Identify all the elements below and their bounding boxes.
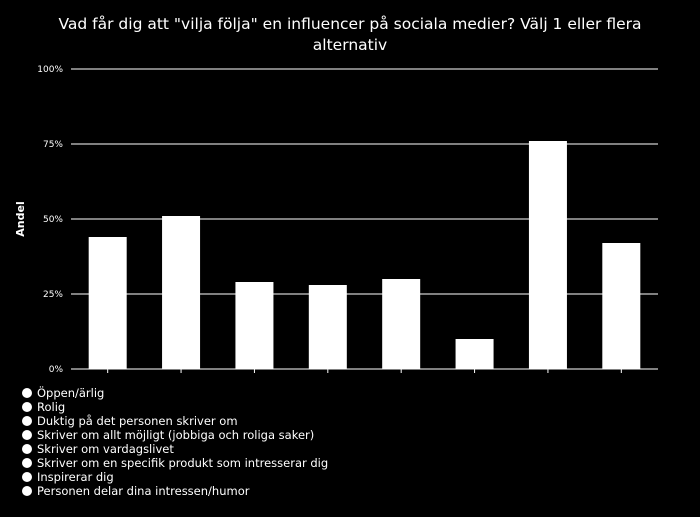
- bar: [235, 282, 274, 369]
- gridlines: [71, 68, 658, 370]
- legend: Öppen/ärlig Rolig Duktig på det personen s…: [22, 386, 328, 498]
- bars: [88, 141, 641, 369]
- bar: [88, 237, 127, 369]
- legend-item: Rolig: [22, 400, 328, 414]
- legend-marker-icon: [22, 402, 32, 412]
- legend-marker-icon: [22, 486, 32, 496]
- legend-label: Personen delar dina intressen/humor: [37, 484, 250, 498]
- legend-item: Personen delar dina intressen/humor: [22, 484, 328, 498]
- legend-label: Skriver om vardagslivet: [37, 442, 174, 456]
- bar: [455, 339, 494, 369]
- legend-marker-icon: [22, 430, 32, 440]
- legend-item: Inspirerar dig: [22, 470, 328, 484]
- bar: [308, 285, 347, 369]
- legend-item: Skriver om vardagslivet: [22, 442, 328, 456]
- legend-label: Duktig på det personen skriver om: [37, 414, 238, 428]
- chart-title: Vad får dig att "vilja följa" en influen…: [58, 15, 642, 54]
- y-tick-label: 75%: [43, 140, 63, 150]
- bar: [162, 216, 201, 369]
- legend-marker-icon: [22, 444, 32, 454]
- y-tick-label: 0%: [49, 365, 64, 375]
- bar: [382, 279, 421, 369]
- legend-item: Skriver om en specifik produkt som intre…: [22, 456, 328, 470]
- legend-label: Öppen/ärlig: [37, 386, 105, 400]
- legend-item: Öppen/ärlig: [22, 386, 328, 400]
- bar: [602, 243, 641, 369]
- legend-marker-icon: [22, 472, 32, 482]
- legend-label: Skriver om en specifik produkt som intre…: [37, 456, 329, 470]
- legend-label: Inspirerar dig: [37, 470, 114, 484]
- legend-label: Skriver om allt möjligt (jobbiga och rol…: [37, 428, 315, 442]
- legend-marker-icon: [22, 458, 32, 468]
- legend-label: Rolig: [37, 400, 66, 414]
- y-axis-label: Andel: [14, 201, 27, 236]
- legend-item: Duktig på det personen skriver om: [22, 414, 328, 428]
- y-tick-label: 50%: [43, 215, 63, 225]
- y-axis-ticks: 0% 25% 50% 75% 100%: [37, 65, 63, 375]
- legend-marker-icon: [22, 388, 32, 398]
- y-tick-label: 100%: [37, 65, 63, 75]
- legend-marker-icon: [22, 416, 32, 426]
- bar: [528, 141, 567, 369]
- x-axis-ticks: [107, 369, 622, 373]
- legend-item: Skriver om allt möjligt (jobbiga och rol…: [22, 428, 328, 442]
- y-tick-label: 25%: [43, 290, 63, 300]
